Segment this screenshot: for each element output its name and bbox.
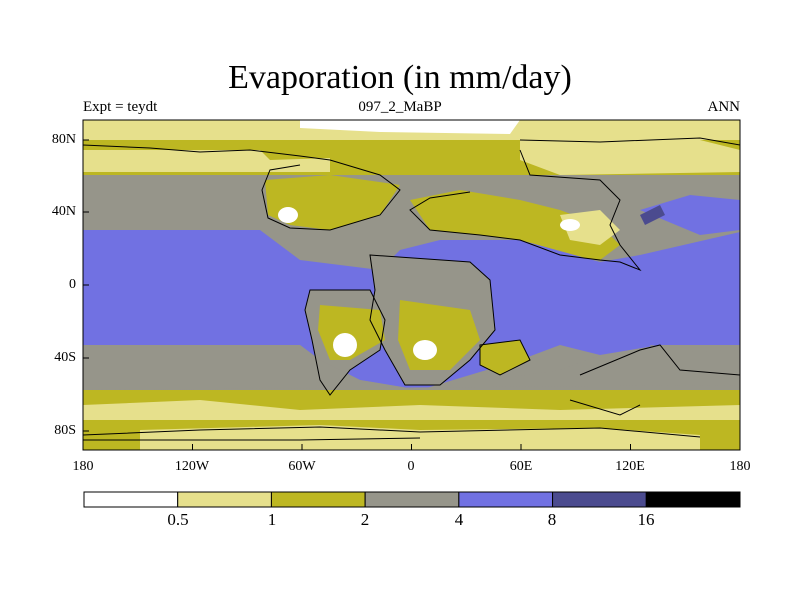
colorbar-swatch-above-16 bbox=[645, 491, 741, 508]
colorbar-label: 1 bbox=[267, 510, 277, 529]
eurasia-light bbox=[520, 140, 740, 175]
pacific-warm-pool bbox=[640, 195, 740, 235]
coast-africa bbox=[369, 254, 496, 386]
experiment-label: Expt = teydt bbox=[83, 99, 158, 115]
lon-label-60w: 60W bbox=[288, 459, 316, 474]
season-label: ANN bbox=[707, 99, 741, 115]
north-america-light bbox=[83, 150, 330, 172]
lon-label-60e: 60E bbox=[509, 459, 533, 474]
colorbar-label: 8 bbox=[547, 510, 557, 529]
colorbar-swatch-below-0.5 bbox=[83, 491, 179, 508]
colorbar-label: 2 bbox=[360, 510, 370, 529]
asia-dry-zone bbox=[560, 210, 620, 245]
lon-label-120e: 120E bbox=[615, 459, 645, 474]
south-grey-band bbox=[83, 345, 740, 390]
colorbar-swatch-8-16 bbox=[552, 491, 647, 508]
colorbar-label: 16 bbox=[637, 510, 655, 529]
colorbar-label: 4 bbox=[454, 510, 464, 529]
north-america-land bbox=[265, 175, 400, 230]
coast-australia bbox=[479, 339, 531, 376]
south-light-band bbox=[83, 400, 740, 420]
north-grey-band bbox=[83, 175, 740, 195]
axis-ticks bbox=[82, 139, 741, 450]
colorbar-swatch-4-8 bbox=[458, 491, 554, 508]
lat-label-40s: 40S bbox=[54, 350, 76, 365]
map-field bbox=[83, 120, 740, 450]
lat-label-40n: 40N bbox=[51, 204, 76, 219]
colorbar bbox=[83, 491, 741, 508]
coast-south-pacific bbox=[569, 344, 740, 416]
lat-label-0: 0 bbox=[69, 277, 76, 292]
dry-spot-1 bbox=[278, 207, 298, 223]
arctic-white-patch bbox=[300, 120, 520, 134]
colorbar-label: 0.5 bbox=[167, 510, 189, 529]
lon-label-180-left: 180 bbox=[72, 459, 94, 474]
antarctica-light bbox=[140, 425, 700, 450]
africa-dry-spot bbox=[413, 340, 437, 360]
coast-eurasia bbox=[409, 137, 740, 272]
colorbar-swatch-2-4 bbox=[364, 491, 460, 508]
dry-spot-2 bbox=[560, 219, 580, 231]
coastlines bbox=[83, 137, 740, 441]
south-america-dry-spot bbox=[333, 333, 357, 357]
map-title: Evaporation (in mm/day) bbox=[228, 59, 572, 96]
eurasia-land bbox=[410, 190, 620, 260]
coast-antarctica bbox=[83, 426, 701, 441]
high-evap-spot bbox=[640, 205, 665, 225]
lon-label-0: 0 bbox=[407, 459, 415, 474]
lat-label-80n: 80N bbox=[51, 132, 76, 147]
colorbar-swatch-1-2 bbox=[270, 491, 366, 508]
period-label: 097_2_MaBP bbox=[358, 99, 442, 115]
lat-label-80s: 80S bbox=[54, 423, 76, 438]
lon-label-120w: 120W bbox=[174, 459, 210, 474]
colorbar-swatch-0.5-1 bbox=[177, 491, 272, 508]
coast-north-america bbox=[83, 144, 401, 231]
coast-south-america bbox=[304, 289, 386, 396]
lon-label-180-right: 180 bbox=[729, 459, 751, 474]
